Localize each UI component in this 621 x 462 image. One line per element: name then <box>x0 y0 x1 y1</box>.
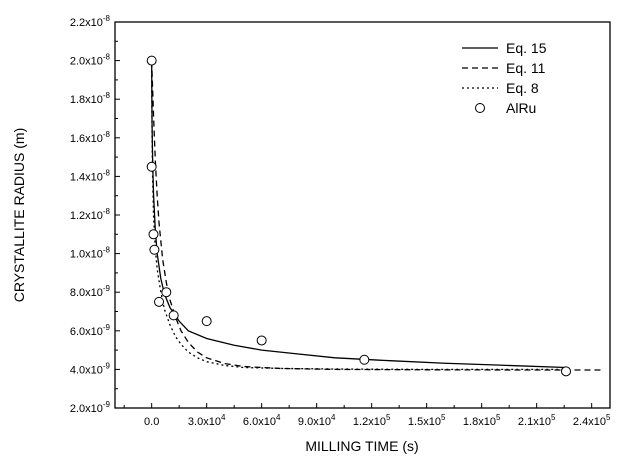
y-tick-label: 2.2x10-8 <box>70 14 111 29</box>
alru-data-point <box>161 287 172 298</box>
alru-data-point <box>149 244 160 255</box>
tick-layer: 0.0 3.0x104 6.0x104 9.0x104 1.2x105 1.5x105 1.… <box>70 14 611 428</box>
x-tick-label: 6.0x104 <box>243 413 281 428</box>
alru-data-point <box>201 316 212 327</box>
legend-marker <box>475 103 485 113</box>
series-line-eq-8 <box>151 60 566 371</box>
series-layer <box>151 60 601 371</box>
x-tick-label: 9.0x104 <box>298 413 336 428</box>
legend-label: AlRu <box>506 100 536 116</box>
x-tick-label: 0.0 <box>144 416 159 428</box>
x-tick-label: 1.8x105 <box>463 413 501 428</box>
legend-label: Eq. 11 <box>506 60 546 76</box>
series-line-eq-11 <box>151 60 601 371</box>
y-axis-title: CRYSTALLITE RADIUS (m) <box>11 128 27 303</box>
marker-layer <box>146 55 571 377</box>
y-tick-label: 4.0x10-9 <box>70 361 111 376</box>
alru-data-point <box>359 354 370 365</box>
legend-label: Eq. 8 <box>506 80 539 96</box>
x-tick-label: 2.4x105 <box>573 413 611 428</box>
y-tick-label: 2.0x10-9 <box>70 400 111 415</box>
series-line-eq-15 <box>151 60 567 369</box>
legend-label: Eq. 15 <box>506 40 547 56</box>
y-tick-label: 8.0x10-9 <box>70 284 111 299</box>
y-tick-label: 2.0x10-8 <box>70 53 111 68</box>
x-tick-label: 1.5x105 <box>408 413 446 428</box>
x-tick-label: 1.2x105 <box>353 413 391 428</box>
alru-data-point <box>146 161 157 172</box>
alru-data-point <box>256 335 267 346</box>
x-axis-title: MILLING TIME (s) <box>305 438 418 454</box>
y-tick-label: 6.0x10-9 <box>70 323 111 338</box>
legend: Eq. 15 Eq. 11 Eq. 8 AlRu <box>462 40 547 116</box>
x-tick-label: 3.0x104 <box>188 413 226 428</box>
alru-data-point <box>154 296 164 307</box>
x-tick-label: 2.1x105 <box>518 413 556 428</box>
alru-data-point <box>148 229 159 240</box>
y-tick-label: 1.6x10-8 <box>70 130 111 145</box>
alru-data-point <box>561 366 571 377</box>
y-tick-label: 1.0x10-8 <box>70 246 111 261</box>
y-tick-label: 1.2x10-8 <box>70 207 111 222</box>
alru-data-point <box>168 310 179 321</box>
alru-data-point <box>146 55 157 66</box>
y-tick-label: 1.4x10-8 <box>70 168 111 183</box>
y-tick-label: 1.8x10-8 <box>70 91 111 106</box>
